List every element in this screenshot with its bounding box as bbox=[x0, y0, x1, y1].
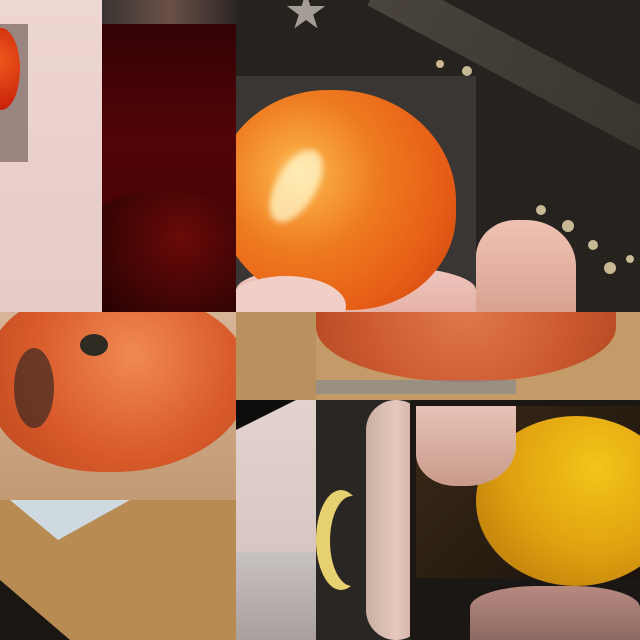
tile-pale-paper bbox=[236, 400, 316, 552]
blue-triangle bbox=[10, 500, 130, 540]
lower-hand bbox=[470, 586, 640, 640]
tile-yellow-tomato bbox=[410, 400, 640, 640]
hand-background bbox=[476, 220, 576, 312]
tile-hand-with-crescent bbox=[316, 400, 410, 640]
tile-orange-tomato-in-hand bbox=[236, 76, 476, 312]
tomato-blemish bbox=[80, 334, 108, 356]
shadow-under-tomato bbox=[316, 380, 516, 394]
tomato-sliver-red bbox=[0, 28, 20, 110]
tile-gray-block bbox=[236, 552, 316, 640]
tile-cardboard-corner bbox=[0, 500, 236, 640]
star-shape bbox=[286, 0, 326, 29]
holding-fingers bbox=[416, 406, 516, 486]
star-dot bbox=[536, 205, 546, 215]
dark-triangle bbox=[0, 580, 70, 640]
tile-dark-red-closeup bbox=[102, 0, 236, 312]
tomato-curve-shadow bbox=[102, 190, 236, 312]
star-dot bbox=[604, 262, 616, 274]
tile-tomato-bottom bbox=[316, 312, 640, 400]
tile-cardboard bbox=[236, 312, 316, 400]
dark-top-strip bbox=[102, 0, 236, 24]
star-dot bbox=[562, 220, 574, 232]
dark-corner bbox=[236, 400, 296, 430]
star-dot bbox=[462, 66, 472, 76]
tile-dark-cloth-background bbox=[236, 0, 640, 312]
yellow-tomato-inner-frame bbox=[416, 406, 640, 586]
star-dot bbox=[626, 255, 634, 263]
star-dot bbox=[588, 240, 598, 250]
tile-blemished-tomato bbox=[0, 312, 236, 500]
star-dot bbox=[436, 60, 444, 68]
tomato-cracked-edge bbox=[14, 348, 54, 428]
finger bbox=[366, 400, 410, 640]
tile-paper-with-tomato-edge bbox=[0, 0, 102, 312]
tomato-bottom bbox=[316, 312, 616, 382]
